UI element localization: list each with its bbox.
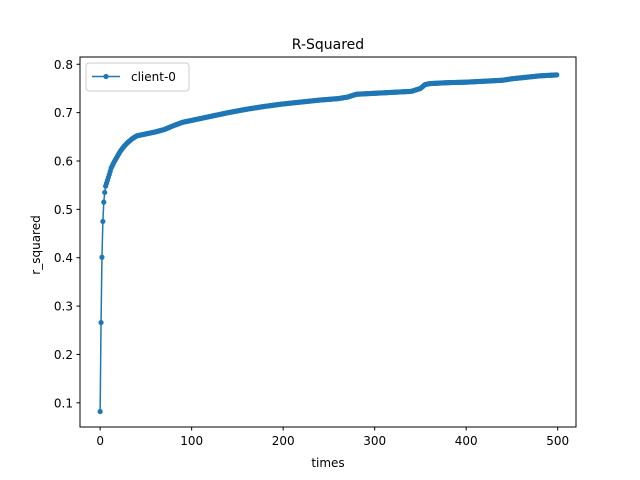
chart-title: R-Squared (292, 37, 364, 53)
x-tick-label: 100 (180, 434, 203, 448)
data-point-client-0 (100, 218, 106, 225)
data-point-client-0 (101, 199, 107, 205)
axes-frame (79, 56, 577, 428)
legend-marker-client-0 (103, 73, 109, 80)
data-point-client-0 (554, 72, 560, 78)
y-tick-label: 0.1 (54, 396, 73, 410)
legend-label-client-0: client-0 (131, 70, 176, 84)
y-tick-label: 0.6 (54, 154, 73, 168)
y-axis-title: r_squared (29, 215, 43, 274)
y-tick-label: 0.8 (54, 58, 73, 72)
y-tick-label: 0.4 (54, 251, 73, 265)
x-tick-label: 300 (363, 434, 386, 448)
data-point-client-0 (98, 319, 104, 326)
x-tick-label: 400 (455, 434, 478, 448)
y-tick-label: 0.2 (54, 348, 73, 362)
data-point-client-0 (97, 408, 103, 415)
plot-area: 0 100 200 300 400 500 0.1 0.2 0.3 0.4 0.5 0.6 0.7 0.8 (54, 56, 577, 448)
y-tick-label: 0.5 (54, 203, 73, 217)
x-tick-label: 500 (546, 434, 569, 448)
x-tick-label: 0 (96, 434, 104, 448)
data-point-client-0 (99, 254, 105, 260)
y-tick-label: 0.7 (54, 106, 73, 120)
x-axis-title: times (311, 456, 344, 470)
x-tick-label: 200 (272, 434, 295, 448)
y-tick-label: 0.3 (54, 300, 73, 314)
legend-frame (85, 62, 190, 92)
data-point-client-0 (102, 189, 108, 196)
legend: client-0 (85, 62, 190, 92)
